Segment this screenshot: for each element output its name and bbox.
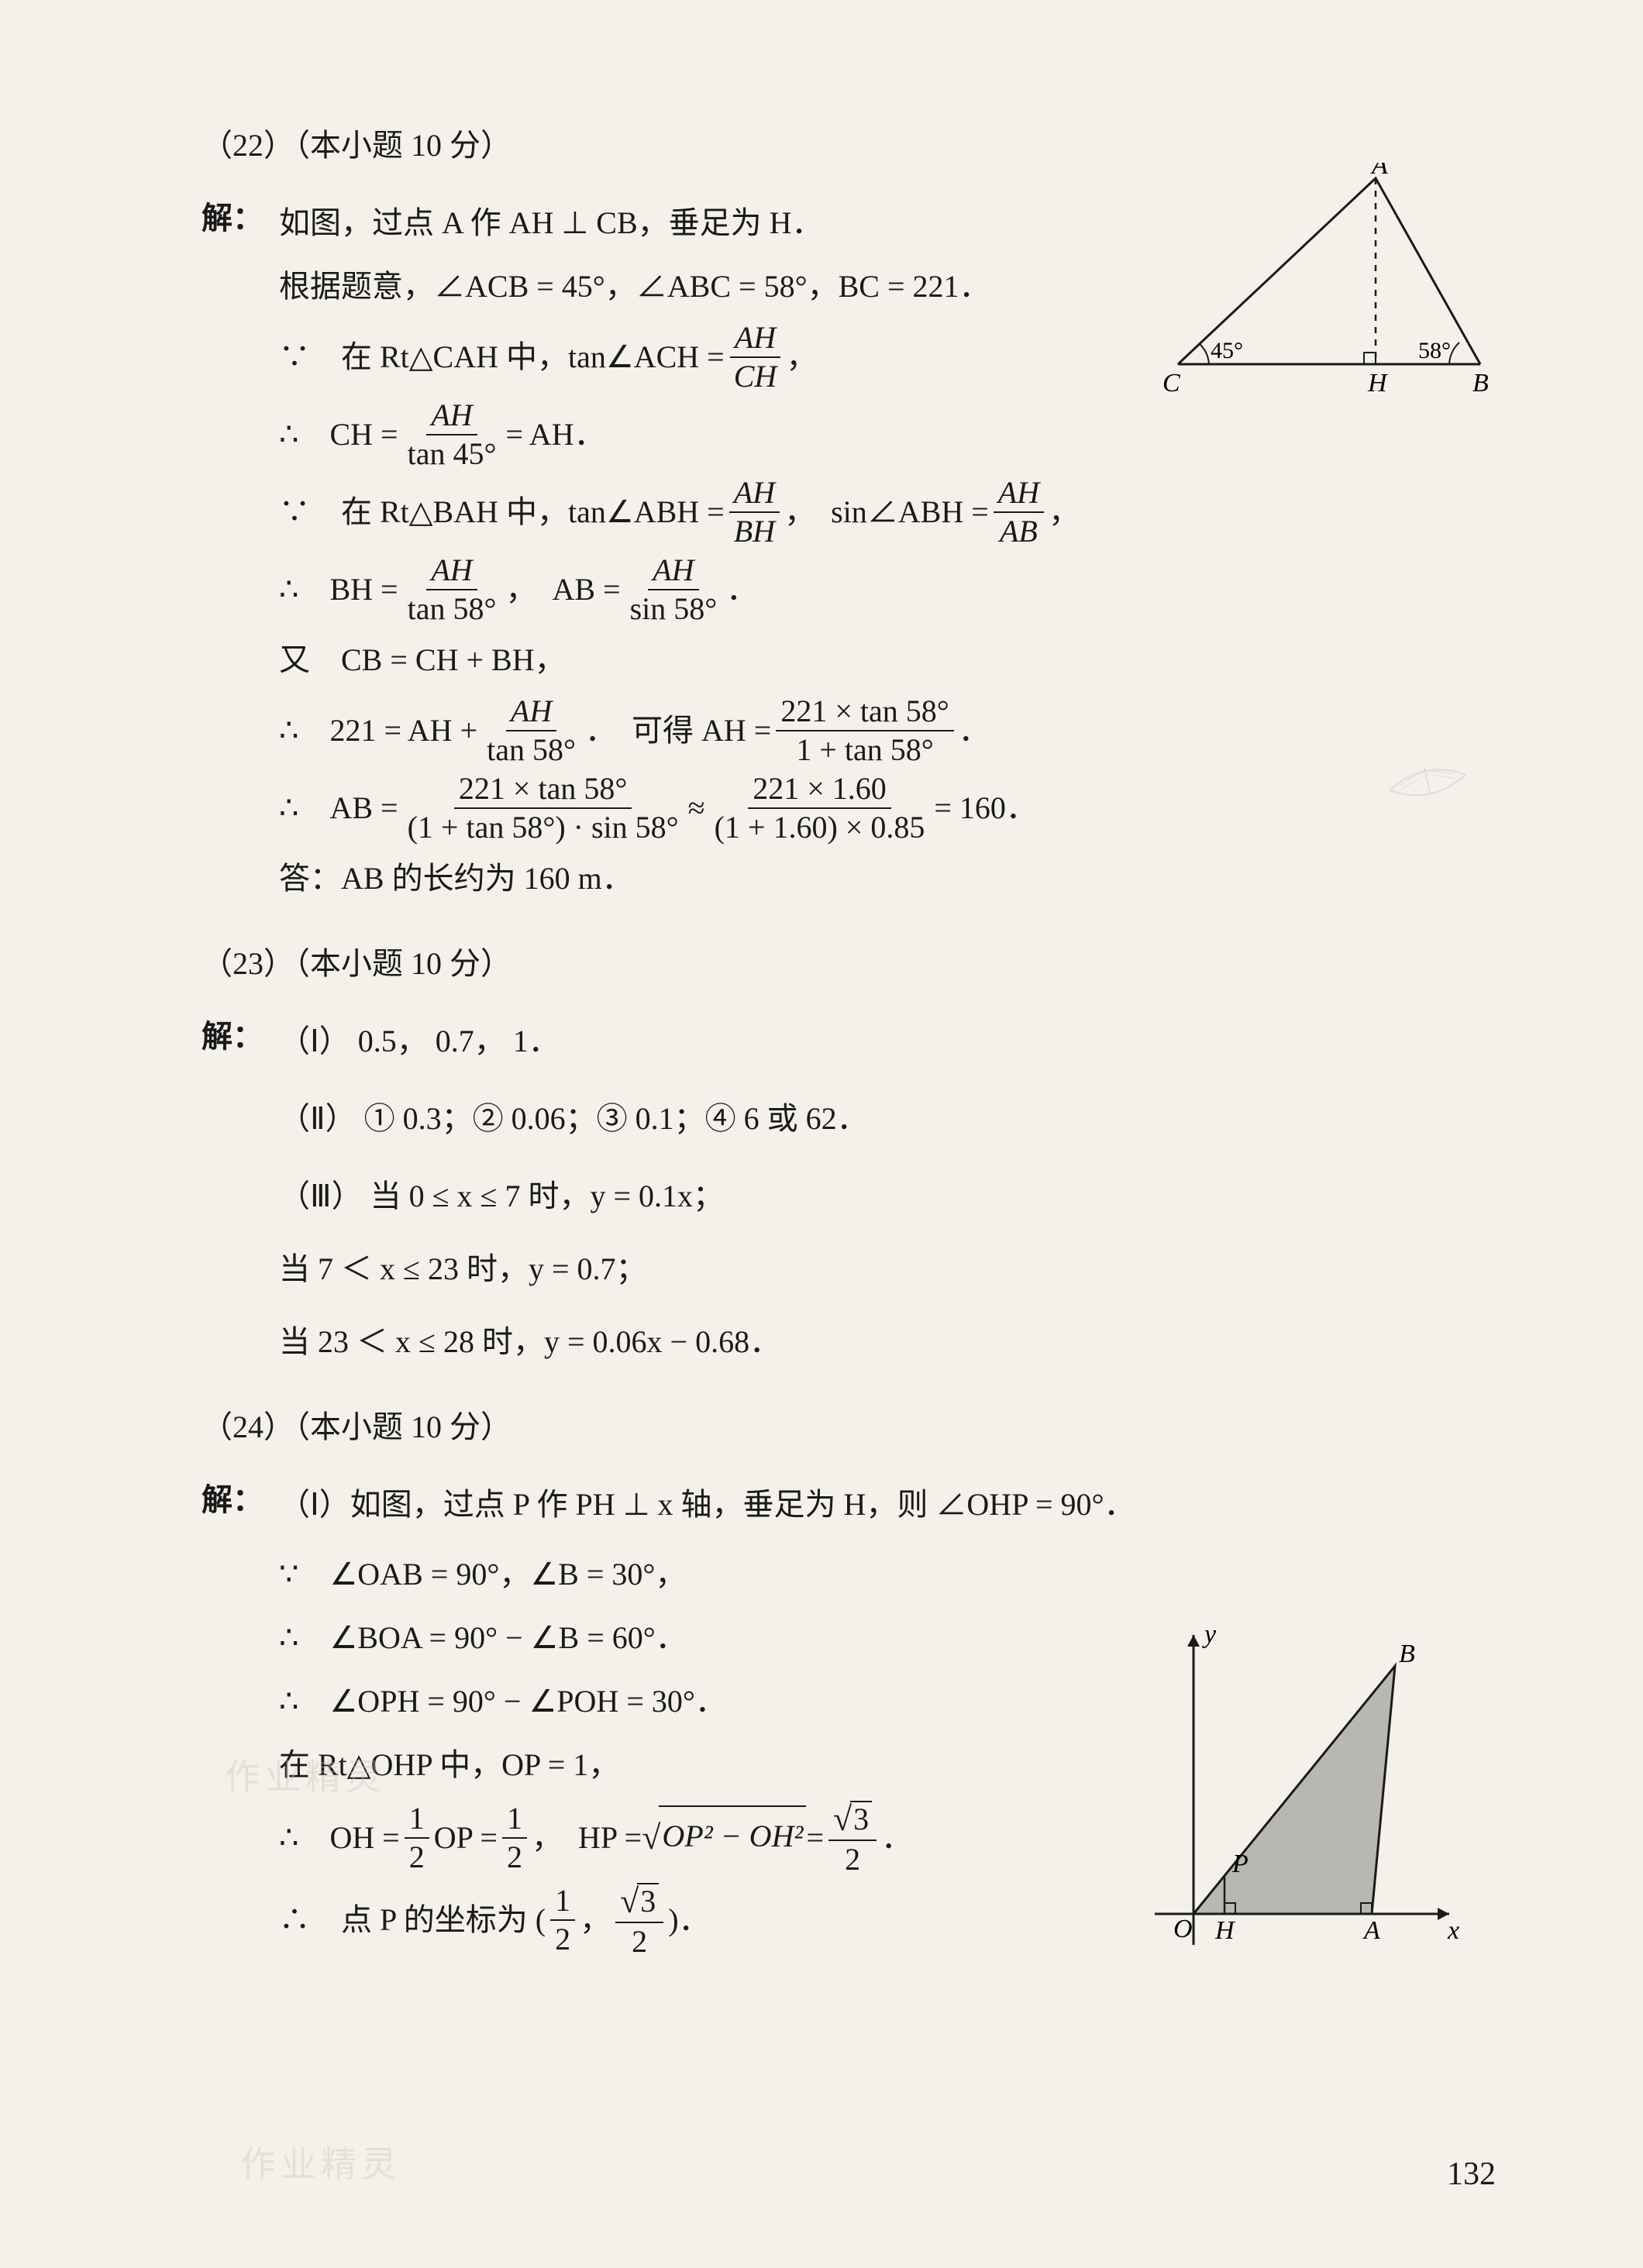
q22-line6: ∴ BH = AH tan 58° ， AB = AH sin 58° ． xyxy=(279,553,1496,626)
fraction: AH tan 45° xyxy=(403,398,501,471)
watermark-text: 作业精灵 xyxy=(225,1743,386,1811)
q23-body: （Ⅰ） 0.5， 0.7， 1． （Ⅱ） ① 0.3；② 0.06；③ 0.1；… xyxy=(279,1007,1496,1376)
fraction: 221 × tan 58° (1 + tan 58°) · sin 58° xyxy=(403,772,684,845)
q22-answer: 答：AB 的长约为 160 m． xyxy=(279,849,1496,908)
fraction: 1 2 xyxy=(405,1802,429,1874)
solution-label: 解： xyxy=(202,189,271,248)
q23-part3a: （Ⅲ） 当 0 ≤ x ≤ 7 时，y = 0.1x； xyxy=(279,1167,1496,1226)
fraction: AH tan 58° xyxy=(482,694,580,767)
label-H: H xyxy=(1367,369,1389,398)
q23-part2: （Ⅱ） ① 0.3；② 0.06；③ 0.1；④ 6 或 62． xyxy=(279,1089,1496,1148)
q23-header: （23）（本小题 10 分） xyxy=(202,934,1504,993)
label-C: C xyxy=(1162,369,1180,398)
fraction: AH CH xyxy=(729,321,782,394)
angle-58: 58° xyxy=(1418,338,1451,363)
fraction: 221 × 1.60 (1 + 1.60) × 0.85 xyxy=(710,772,930,845)
fraction: AH BH xyxy=(729,476,780,549)
fraction: √3 2 xyxy=(828,1799,877,1877)
axis-y: y xyxy=(1202,1620,1217,1649)
fraction: √3 2 xyxy=(615,1881,663,1959)
angle-45: 45° xyxy=(1211,338,1243,363)
label-H: H xyxy=(1214,1916,1236,1945)
fraction: AH AB xyxy=(994,476,1044,549)
fraction: 221 × tan 58° 1 + tan 58° xyxy=(776,694,953,767)
q23-part1: （Ⅰ） 0.5， 0.7， 1． xyxy=(279,1012,1496,1071)
q22-figure: A C B H 45° 58° xyxy=(1162,163,1496,403)
label-A: A xyxy=(1362,1916,1380,1945)
q22-line8: ∴ 221 = AH + AH tan 58° ． 可得 AH = 221 × … xyxy=(279,694,1496,767)
fraction: 1 2 xyxy=(502,1802,527,1874)
fraction: AH tan 58° xyxy=(403,553,501,626)
q24-line1: （Ⅰ）如图，过点 P 作 PH ⊥ x 轴，垂足为 H，则 ∠OHP = 90°… xyxy=(279,1475,1496,1534)
q23-part3c: 当 23 ＜ x ≤ 28 时，y = 0.06x − 0.68． xyxy=(279,1313,1496,1371)
label-B: B xyxy=(1399,1640,1415,1668)
solution-label: 解： xyxy=(202,1007,271,1066)
page: （22）（本小题 10 分） 解： 如图，过点 A 作 AH ⊥ CB，垂足为 … xyxy=(0,0,1643,2268)
solution-label: 解： xyxy=(202,1471,271,1530)
q24-line2: ∵ ∠OAB = 90°，∠B = 30°， xyxy=(279,1545,1496,1604)
label-B: B xyxy=(1472,369,1489,398)
fraction: 1 2 xyxy=(550,1884,575,1957)
q22-line9: ∴ AB = 221 × tan 58° (1 + tan 58°) · sin… xyxy=(279,772,1496,845)
watermark-text: 作业精灵 xyxy=(240,2131,401,2198)
q23-solution: 解： （Ⅰ） 0.5， 0.7， 1． （Ⅱ） ① 0.3；② 0.06；③ 0… xyxy=(202,1007,1504,1376)
label-P: P xyxy=(1231,1850,1249,1878)
page-number: 132 xyxy=(1447,2144,1496,2206)
fraction: AH sin 58° xyxy=(625,553,722,626)
label-O: O xyxy=(1173,1915,1193,1943)
label-A: A xyxy=(1370,163,1388,180)
q24-header: （24）（本小题 10 分） xyxy=(202,1398,1504,1457)
q23-part3b: 当 7 ＜ x ≤ 23 时，y = 0.7； xyxy=(279,1240,1496,1299)
axis-x: x xyxy=(1447,1916,1459,1945)
q22-line7: 又 CB = CH + BH， xyxy=(279,631,1496,690)
q24-figure: O H A B P x y xyxy=(1139,1619,1465,1960)
square-root: √OP² − OH² xyxy=(642,1805,806,1870)
q22-line4: ∴ CH = AH tan 45° = AH． xyxy=(279,398,1496,471)
q22-line5: ∵ 在 Rt△BAH 中，tan∠ABH = AH BH ， sin∠ABH =… xyxy=(279,476,1496,549)
